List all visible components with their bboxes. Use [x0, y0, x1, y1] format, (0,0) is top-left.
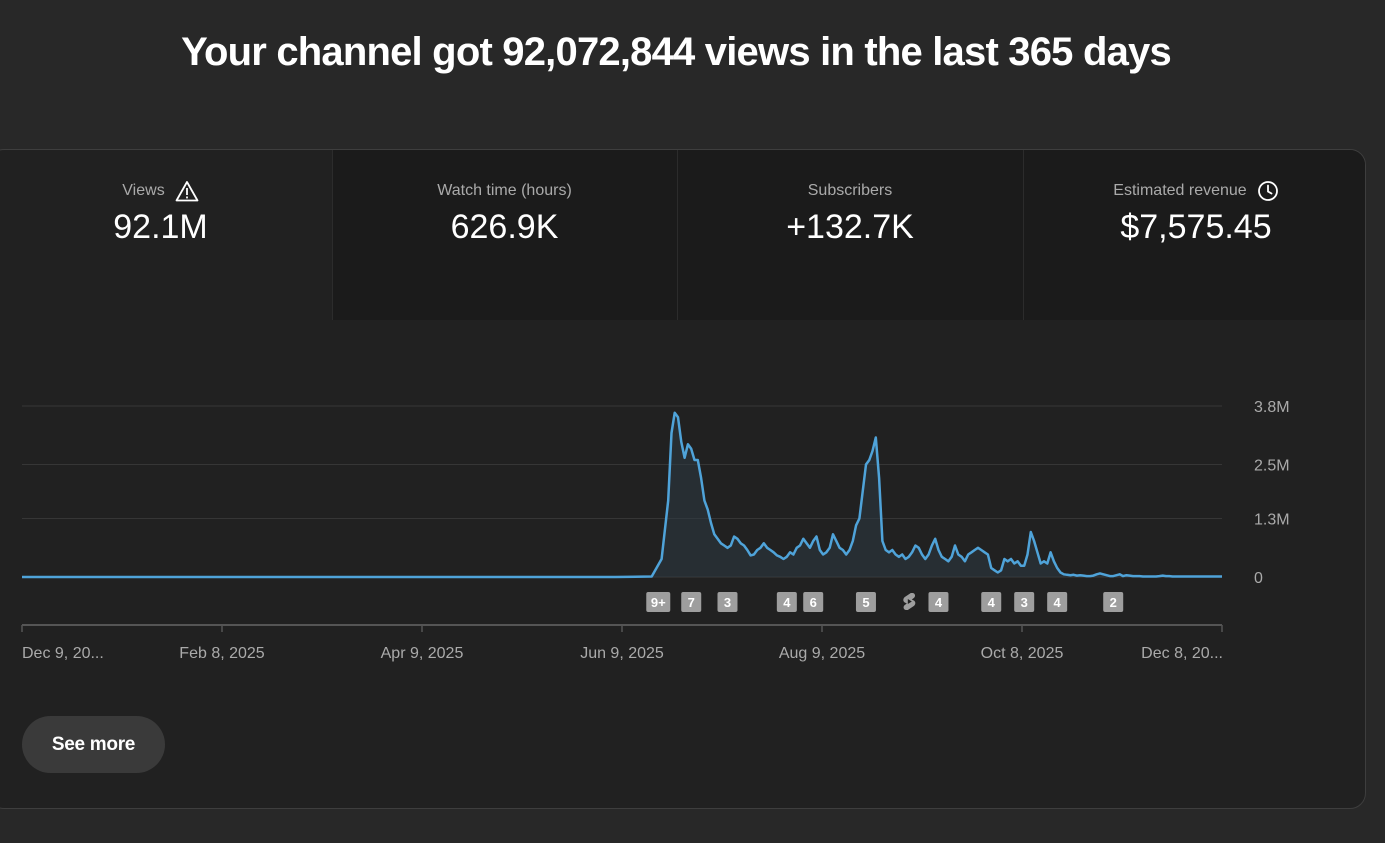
- video-marker[interactable]: 5: [855, 592, 876, 612]
- estimated-revenue-value: $7,575.45: [1120, 208, 1272, 246]
- video-marker[interactable]: 9+: [646, 592, 671, 612]
- warning-icon: [175, 181, 199, 202]
- marker-badge: [1047, 592, 1068, 612]
- marker-badge: [776, 592, 797, 612]
- video-marker[interactable]: 4: [776, 592, 797, 612]
- tab-divider: [332, 150, 333, 320]
- x-tick-label: Dec 9, 20...: [22, 645, 104, 662]
- tab-views[interactable]: Views 92.1M: [0, 150, 332, 320]
- tab-subscribers[interactable]: Subscribers +132.7K: [677, 150, 1023, 320]
- x-tick-label: Oct 8, 2025: [981, 645, 1064, 662]
- x-tick-label: Aug 9, 2025: [779, 645, 865, 662]
- video-marker[interactable]: 3: [1014, 592, 1035, 612]
- marker-count: 6: [810, 595, 817, 610]
- marker-badge: [1103, 592, 1124, 612]
- tab-divider: [677, 150, 678, 320]
- clock-icon: [1257, 181, 1278, 201]
- video-marker[interactable]: 3: [717, 592, 738, 612]
- y-tick-label: 2.5M: [1254, 458, 1290, 475]
- marker-badge: [646, 592, 671, 612]
- analytics-card: Views 92.1M Watch time (hours) 626.9K Su…: [0, 149, 1366, 809]
- y-tick-label: 0: [1254, 570, 1263, 587]
- shorts-icon: [903, 593, 916, 610]
- subscribers-value: +132.7K: [786, 208, 914, 246]
- video-marker[interactable]: 4: [981, 592, 1002, 612]
- tab-estimated-revenue[interactable]: Estimated revenue $7,575.45: [1023, 150, 1365, 320]
- x-tick-label: Jun 9, 2025: [580, 645, 664, 662]
- page-headline: Your channel got 92,072,844 views in the…: [181, 30, 1172, 74]
- y-tick-label: 3.8M: [1254, 399, 1290, 416]
- subscribers-label: Subscribers: [807, 182, 893, 199]
- x-tick-label: Dec 8, 20...: [1141, 645, 1223, 662]
- marker-badge: [981, 592, 1002, 612]
- marker-count: 4: [935, 595, 943, 610]
- marker-badge: [681, 592, 702, 612]
- marker-badge: [855, 592, 876, 612]
- video-marker[interactable]: 4: [928, 592, 949, 612]
- video-marker[interactable]: 7: [681, 592, 702, 612]
- views-label: Views: [122, 182, 165, 199]
- marker-badge: [717, 592, 738, 612]
- marker-count: 4: [1054, 595, 1062, 610]
- marker-count: 3: [1021, 595, 1028, 610]
- watch-time-value: 626.9K: [450, 208, 559, 246]
- x-tick-label: Apr 9, 2025: [381, 645, 464, 662]
- marker-badge: [928, 592, 949, 612]
- tab-watch-time[interactable]: Watch time (hours) 626.9K: [332, 150, 677, 320]
- video-marker[interactable]: [903, 593, 916, 610]
- marker-badge: [1014, 592, 1035, 612]
- marker-count: 4: [783, 595, 791, 610]
- views-value: 92.1M: [113, 208, 208, 246]
- estimated-revenue-label: Estimated revenue: [1113, 182, 1247, 199]
- views-line: [22, 411, 1222, 579]
- marker-badge: [803, 592, 824, 612]
- video-marker[interactable]: 6: [803, 592, 824, 612]
- x-axis: Dec 9, 20... Feb 8, 2025 Apr 9, 2025 Jun 9,…: [21, 624, 1223, 662]
- marker-count: 2: [1110, 595, 1117, 610]
- y-tick-label: 1.3M: [1254, 512, 1290, 529]
- marker-count: 5: [862, 595, 869, 610]
- marker-count: 7: [688, 595, 695, 610]
- metric-tabs: Views 92.1M Watch time (hours) 626.9K Su…: [0, 150, 1365, 320]
- tab-divider: [1023, 150, 1024, 320]
- watch-time-label: Watch time (hours): [437, 182, 572, 199]
- see-more-button[interactable]: See more: [22, 716, 165, 773]
- video-marker[interactable]: 2: [1103, 592, 1124, 612]
- marker-count: 4: [988, 595, 996, 610]
- video-marker[interactable]: 4: [1047, 592, 1068, 612]
- y-axis: 0 1.3M 2.5M 3.8M: [1254, 399, 1290, 587]
- marker-count: 3: [724, 595, 731, 610]
- video-markers: 9+ 7 3 4 6 5 4 4 3 4 2: [646, 592, 1124, 612]
- marker-count: 9+: [651, 595, 666, 610]
- x-tick-label: Feb 8, 2025: [179, 645, 265, 662]
